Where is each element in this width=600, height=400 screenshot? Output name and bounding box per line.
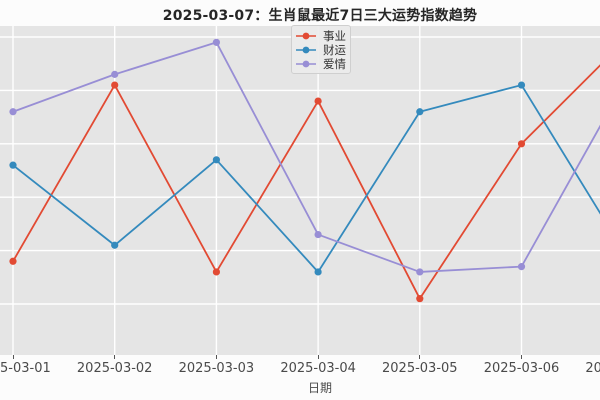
data-point [416, 268, 424, 276]
x-tick-mark [419, 355, 421, 359]
data-point [416, 295, 424, 303]
plot-area [0, 26, 600, 355]
legend-label: 事业 [323, 29, 346, 43]
x-tick-mark [521, 355, 522, 359]
legend-item: 爱情 [292, 57, 350, 71]
x-tick-label: 2025-03-04 [280, 361, 356, 376]
data-point [111, 70, 119, 78]
data-point [314, 97, 322, 105]
data-point [517, 140, 526, 148]
data-point [314, 268, 322, 276]
data-point [9, 108, 17, 116]
x-tick-label: 2025-03-07 [585, 361, 600, 376]
data-point [9, 257, 17, 265]
x-tick-mark [12, 355, 14, 359]
x-tick-mark [215, 355, 217, 359]
legend-line-marker-icon [296, 60, 316, 68]
legend-label: 财运 [323, 43, 346, 57]
legend-line-marker-icon [296, 32, 316, 40]
chart-title: 2025-03-07：生肖鼠最近7日三大运势指数趋势 [162, 8, 478, 24]
line-chart-canvas [0, 26, 600, 355]
x-tick-label: 2025-03-06 [483, 361, 560, 376]
data-point [212, 268, 220, 276]
legend-label: 爱情 [323, 57, 346, 71]
x-tick-label: 2025-03-01 [0, 361, 51, 376]
legend: 事业 财运 爱情 [291, 25, 351, 74]
data-point [111, 81, 119, 89]
data-point [111, 241, 119, 249]
legend-item: 财运 [292, 43, 350, 57]
data-point [517, 263, 526, 271]
data-point [212, 38, 220, 46]
x-tick-label: 2025-03-03 [178, 361, 255, 376]
legend-item: 事业 [292, 29, 350, 43]
data-point [416, 108, 424, 116]
x-tick-mark [114, 355, 116, 359]
data-point [517, 81, 526, 89]
legend-line-marker-icon [296, 46, 316, 54]
data-point [9, 161, 17, 169]
x-tick-label: 2025-03-05 [382, 361, 458, 376]
data-point [314, 230, 322, 239]
x-tick-mark [317, 355, 319, 359]
data-point [212, 156, 220, 164]
x-axis-label: 日期 [307, 381, 332, 395]
x-tick-label: 2025-03-02 [76, 361, 153, 376]
series-line [12, 84, 600, 273]
